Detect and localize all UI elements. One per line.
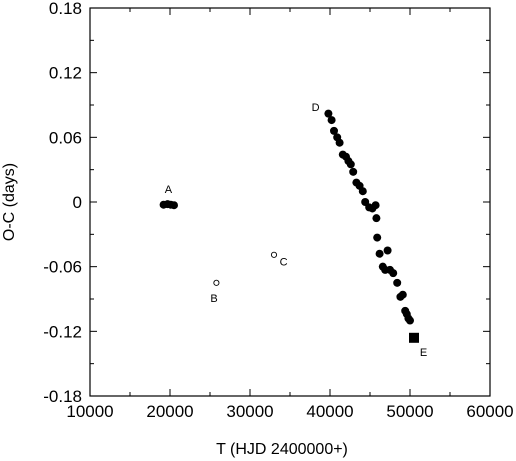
x-tick-label: 60000 bbox=[466, 402, 513, 421]
y-tick-label: 0.12 bbox=[49, 64, 82, 83]
data-point bbox=[346, 160, 355, 169]
data-point bbox=[327, 116, 336, 125]
data-point bbox=[383, 246, 392, 255]
data-points bbox=[159, 109, 419, 343]
data-point-open bbox=[213, 279, 220, 286]
data-point bbox=[389, 269, 398, 278]
data-point-open bbox=[270, 251, 278, 258]
x-tick-label: 40000 bbox=[306, 402, 353, 421]
data-point bbox=[373, 233, 382, 242]
point-annotation: A bbox=[165, 184, 173, 196]
data-point bbox=[358, 187, 367, 196]
x-tick-label: 30000 bbox=[226, 402, 273, 421]
axis-ticks bbox=[89, 7, 491, 397]
y-tick-labels: 0.18 0.12 0.06 0 -0.06 -0.12 -0.18 bbox=[43, 0, 82, 406]
data-point bbox=[330, 126, 338, 135]
plot-axes bbox=[89, 7, 491, 397]
data-point bbox=[349, 167, 358, 176]
point-annotation: E bbox=[420, 347, 427, 359]
y-axis-label: O-C (days) bbox=[1, 163, 18, 241]
y-tick-label: 0.18 bbox=[49, 0, 82, 18]
data-point bbox=[375, 249, 384, 258]
y-tick-label: -0.12 bbox=[43, 322, 82, 341]
data-point bbox=[335, 138, 344, 147]
x-tick-label: 50000 bbox=[386, 402, 433, 421]
data-point-square bbox=[409, 332, 419, 343]
data-point bbox=[398, 290, 407, 299]
point-annotation: D bbox=[312, 102, 320, 114]
x-axis-label: T (HJD 2400000+) bbox=[216, 441, 348, 458]
x-tick-labels: 10000 20000 30000 40000 50000 60000 bbox=[66, 402, 513, 421]
data-point bbox=[324, 109, 333, 118]
data-point bbox=[393, 278, 402, 287]
point-annotation: C bbox=[280, 256, 288, 268]
y-tick-label: -0.06 bbox=[43, 258, 82, 277]
y-tick-label: 0.06 bbox=[49, 128, 82, 147]
point-annotation: B bbox=[210, 293, 217, 305]
plot-frame bbox=[89, 7, 491, 397]
y-tick-label: 0 bbox=[73, 193, 82, 212]
data-point bbox=[170, 201, 178, 210]
y-tick-label: -0.18 bbox=[43, 387, 82, 406]
point-annotations: A B C D E bbox=[165, 102, 428, 359]
x-tick-label: 10000 bbox=[66, 402, 113, 421]
data-point bbox=[371, 201, 380, 210]
x-tick-label: 20000 bbox=[146, 402, 193, 421]
data-point bbox=[406, 316, 414, 325]
data-point bbox=[372, 214, 381, 223]
